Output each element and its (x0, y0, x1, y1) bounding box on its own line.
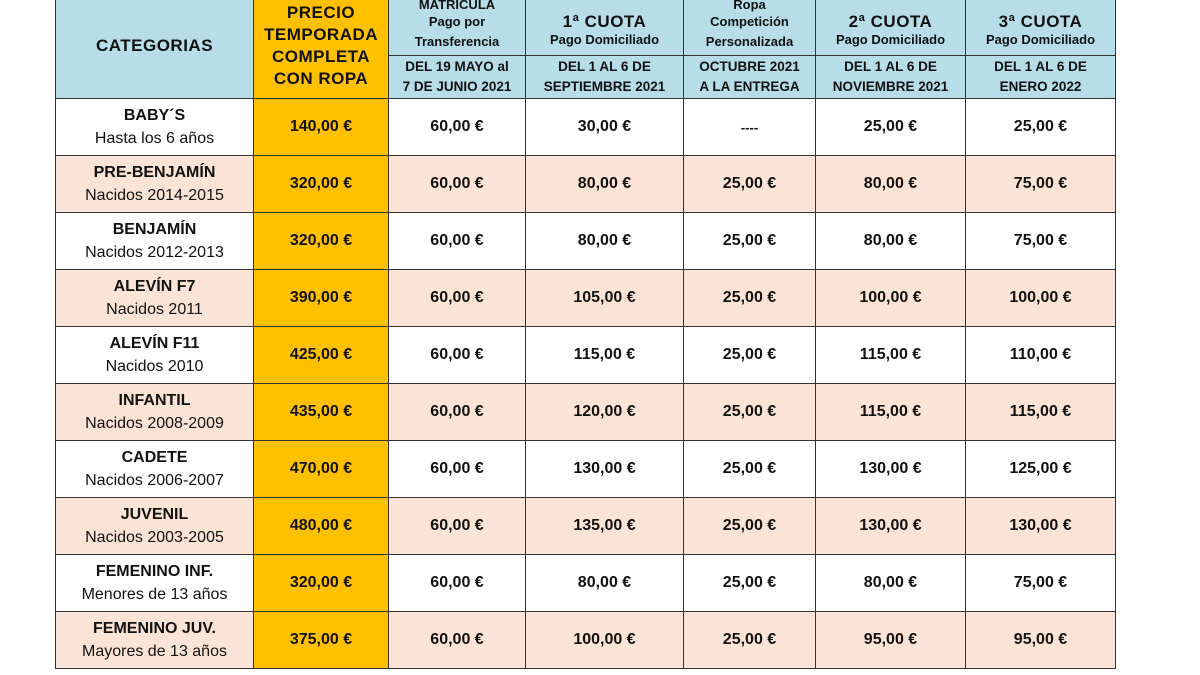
table-row: PRE-BENJAMÍN Nacidos 2014-2015 320,00 €60,… (55, 155, 1116, 213)
fee-cell: 60,00 € (388, 155, 526, 213)
fee-cell: 60,00 € (388, 98, 526, 156)
fee-cell: 60,00 € (388, 326, 526, 384)
category-cell: ALEVÍN F7 Nacidos 2011 (55, 269, 254, 327)
date-matricula: DEL 19 MAYO al 7 DE JUNIO 2021 (388, 55, 526, 99)
price-cell: 470,00 € (253, 440, 389, 498)
fee-cell: 25,00 € (683, 611, 816, 669)
table-row: BENJAMÍN Nacidos 2012-2013 320,00 €60,00 €… (55, 212, 1116, 270)
fee-cell: 80,00 € (525, 212, 684, 270)
fee-cell: 120,00 € (525, 383, 684, 441)
fee-cell: 60,00 € (388, 212, 526, 270)
fees-table: CATEGORIAS PRECIO TEMPORADA COMPLETA CON RO… (55, 0, 1116, 669)
price-cell: 375,00 € (253, 611, 389, 669)
table-row: ALEVÍN F11 Nacidos 2010 425,00 €60,00 €115… (55, 326, 1116, 384)
price-cell: 320,00 € (253, 155, 389, 213)
fee-cell: 130,00 € (525, 440, 684, 498)
category-cell: CADETE Nacidos 2006-2007 (55, 440, 254, 498)
category-cell: BENJAMÍN Nacidos 2012-2013 (55, 212, 254, 270)
fee-cell: 60,00 € (388, 440, 526, 498)
fee-cell: 25,00 € (683, 554, 816, 612)
category-cell: ALEVÍN F11 Nacidos 2010 (55, 326, 254, 384)
price-cell: 425,00 € (253, 326, 389, 384)
fee-cell: 75,00 € (965, 155, 1116, 213)
header-categorias: CATEGORIAS (55, 0, 254, 99)
fee-cell: 125,00 € (965, 440, 1116, 498)
fee-cell: 60,00 € (388, 611, 526, 669)
header-cuota1: 1ª CUOTA Pago Domiciliado (525, 0, 684, 56)
fee-cell: 80,00 € (815, 212, 966, 270)
fee-cell: 60,00 € (388, 554, 526, 612)
fee-cell: 130,00 € (815, 440, 966, 498)
fee-cell: 25,00 € (683, 212, 816, 270)
fee-cell: 60,00 € (388, 269, 526, 327)
fee-cell: 75,00 € (965, 212, 1116, 270)
table-row: INFANTIL Nacidos 2008-2009 435,00 €60,00 €… (55, 383, 1116, 441)
header-precio: PRECIO TEMPORADA COMPLETA CON ROPA (253, 0, 389, 99)
fee-cell: 130,00 € (965, 497, 1116, 555)
table-row: JUVENIL Nacidos 2003-2005 480,00 €60,00 €1… (55, 497, 1116, 555)
date-ropa: OCTUBRE 2021 A LA ENTREGA (683, 55, 816, 99)
fee-cell: 95,00 € (815, 611, 966, 669)
fee-cell: 80,00 € (525, 155, 684, 213)
header-ropa: Ropa Competición Personalizada (683, 0, 816, 56)
header-cuota3: 3ª CUOTA Pago Domiciliado (965, 0, 1116, 56)
price-cell: 140,00 € (253, 98, 389, 156)
fee-cell: 115,00 € (965, 383, 1116, 441)
date-cuota1: DEL 1 AL 6 DE SEPTIEMBRE 2021 (525, 55, 684, 99)
fee-cell: 115,00 € (815, 383, 966, 441)
price-cell: 480,00 € (253, 497, 389, 555)
fee-cell: 135,00 € (525, 497, 684, 555)
fee-cell: 110,00 € (965, 326, 1116, 384)
fee-cell: 25,00 € (683, 326, 816, 384)
category-cell: PRE-BENJAMÍN Nacidos 2014-2015 (55, 155, 254, 213)
header-cuota2: 2ª CUOTA Pago Domiciliado (815, 0, 966, 56)
table-row: BABY´S Hasta los 6 años 140,00 €60,00 €30,… (55, 98, 1116, 156)
fee-cell: 80,00 € (525, 554, 684, 612)
table-row: CADETE Nacidos 2006-2007 470,00 €60,00 €13… (55, 440, 1116, 498)
fee-cell: 130,00 € (815, 497, 966, 555)
fee-cell: 100,00 € (965, 269, 1116, 327)
fee-cell: 105,00 € (525, 269, 684, 327)
category-cell: BABY´S Hasta los 6 años (55, 98, 254, 156)
price-cell: 320,00 € (253, 212, 389, 270)
date-cuota2: DEL 1 AL 6 DE NOVIEMBRE 2021 (815, 55, 966, 99)
fee-cell: 25,00 € (683, 155, 816, 213)
fee-cell: 25,00 € (683, 383, 816, 441)
header-dates-row: DEL 19 MAYO al 7 DE JUNIO 2021 DEL 1 AL 6… (56, 55, 1116, 99)
fee-cell: 115,00 € (525, 326, 684, 384)
fee-cell: 100,00 € (525, 611, 684, 669)
category-cell: FEMENINO JUV. Mayores de 13 años (55, 611, 254, 669)
fee-cell: 25,00 € (965, 98, 1116, 156)
date-cuota3: DEL 1 AL 6 DE ENERO 2022 (965, 55, 1116, 99)
header-row: CATEGORIAS PRECIO TEMPORADA COMPLETA CON RO… (55, 0, 1116, 99)
fee-cell: 100,00 € (815, 269, 966, 327)
price-cell: 390,00 € (253, 269, 389, 327)
category-cell: JUVENIL Nacidos 2003-2005 (55, 497, 254, 555)
price-cell: 435,00 € (253, 383, 389, 441)
fee-cell: ---- (683, 98, 816, 156)
category-cell: FEMENINO INF. Menores de 13 años (55, 554, 254, 612)
table-row: FEMENINO INF. Menores de 13 años 320,00 €6… (55, 554, 1116, 612)
fee-cell: 75,00 € (965, 554, 1116, 612)
fee-cell: 25,00 € (683, 497, 816, 555)
fee-cell: 60,00 € (388, 383, 526, 441)
fee-cell: 95,00 € (965, 611, 1116, 669)
fee-cell: 115,00 € (815, 326, 966, 384)
table-row: FEMENINO JUV. Mayores de 13 años 375,00 €6… (55, 611, 1116, 669)
fee-cell: 30,00 € (525, 98, 684, 156)
price-cell: 320,00 € (253, 554, 389, 612)
category-cell: INFANTIL Nacidos 2008-2009 (55, 383, 254, 441)
fee-cell: 60,00 € (388, 497, 526, 555)
fee-cell: 25,00 € (683, 269, 816, 327)
table-row: ALEVÍN F7 Nacidos 2011 390,00 €60,00 €105,… (55, 269, 1116, 327)
fee-cell: 25,00 € (683, 440, 816, 498)
header-matricula: MATRICULA Pago por Transferencia (388, 0, 526, 56)
fee-cell: 80,00 € (815, 554, 966, 612)
fee-cell: 25,00 € (815, 98, 966, 156)
fee-cell: 80,00 € (815, 155, 966, 213)
